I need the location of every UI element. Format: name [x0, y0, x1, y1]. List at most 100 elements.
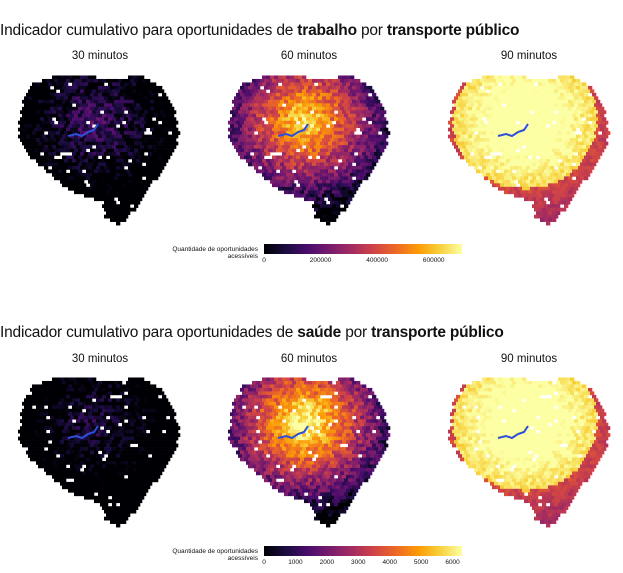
hex-cell	[280, 85, 285, 90]
hex-cell	[286, 124, 291, 128]
hex-cell	[170, 422, 175, 427]
hex-cell	[292, 415, 297, 420]
hex-cell	[90, 190, 95, 195]
hex-cell	[92, 447, 97, 451]
hex-cell	[66, 106, 71, 111]
hex-cell	[480, 127, 485, 132]
hex-cell	[572, 148, 577, 153]
hex-cell	[122, 148, 127, 153]
hex-cell	[54, 415, 59, 420]
hex-cell	[76, 391, 81, 396]
hex-cell	[144, 117, 149, 122]
hex-cell	[578, 110, 583, 115]
hex-cell	[22, 429, 27, 434]
hex-cell	[86, 478, 91, 483]
hex-cell	[286, 75, 291, 80]
hex-cell	[82, 148, 87, 153]
hex-cell	[240, 120, 245, 125]
hex-cell	[570, 117, 575, 122]
hex-cell	[316, 401, 321, 406]
hex-cell	[526, 172, 531, 177]
hex-cell	[600, 127, 605, 132]
hex-cell	[70, 436, 75, 441]
hex-cell	[318, 159, 323, 163]
hex-cell	[110, 436, 115, 441]
hex-cell	[336, 169, 341, 174]
hex-cell	[90, 134, 95, 139]
hex-cell	[136, 440, 141, 444]
hex-cell	[508, 183, 513, 188]
hex-cell	[152, 145, 157, 149]
hex-cell	[344, 85, 349, 90]
hex-cell	[160, 89, 165, 94]
hex-cell	[312, 127, 317, 132]
hex-cell	[494, 179, 499, 184]
hex-cell	[496, 141, 501, 146]
hex-cell	[308, 415, 313, 420]
hex-cell	[374, 405, 379, 410]
hex-cell	[506, 145, 511, 149]
hex-cell	[36, 131, 41, 135]
hex-cell	[288, 394, 293, 399]
hex-cell	[74, 190, 79, 195]
hex-cell	[254, 117, 259, 122]
hex-cell	[386, 131, 391, 135]
hex-cell	[104, 488, 109, 493]
hex-cell	[506, 75, 511, 80]
hex-cell	[236, 92, 241, 97]
hex-cell	[60, 103, 65, 108]
hex-cell	[62, 422, 67, 427]
hex-cell	[532, 204, 537, 209]
hex-cell	[514, 186, 519, 191]
hex-cell	[276, 162, 281, 167]
hex-cell	[72, 145, 77, 149]
hex-cell	[300, 148, 305, 153]
hex-cell	[34, 415, 39, 420]
hex-cell	[366, 412, 371, 417]
hex-cell	[518, 179, 523, 184]
hex-cell	[148, 165, 153, 170]
hex-cell	[366, 165, 371, 170]
hex-cell	[148, 467, 153, 472]
hex-cell	[266, 377, 271, 382]
hex-cell	[286, 179, 291, 184]
hex-cell	[296, 127, 301, 132]
hex-cell	[276, 401, 281, 406]
hex-cell	[112, 165, 117, 170]
hex-cell	[92, 138, 97, 142]
hex-cell	[110, 169, 115, 174]
hex-cell	[322, 124, 327, 128]
hex-cell	[28, 440, 33, 444]
hex-cell	[148, 179, 153, 184]
hex-cell	[32, 398, 37, 403]
hex-cell	[348, 134, 353, 139]
hex-cell	[68, 440, 73, 444]
hex-cell	[32, 440, 37, 444]
hex-cell	[90, 394, 95, 399]
hex-cell	[572, 127, 577, 132]
hex-cell	[70, 78, 75, 83]
hex-cell	[256, 169, 261, 174]
hex-cell	[282, 377, 287, 382]
hex-cell	[546, 131, 551, 135]
hex-cell	[374, 131, 379, 135]
hex-cell	[364, 92, 369, 97]
hex-cell	[298, 110, 303, 115]
hex-cell	[80, 440, 85, 444]
hex-cell	[548, 155, 553, 160]
hex-cell	[160, 454, 165, 458]
hex-cell	[156, 152, 161, 156]
hex-cell	[362, 96, 367, 101]
hex-cell	[144, 172, 149, 177]
hex-cell	[98, 106, 103, 111]
hex-cell	[28, 405, 33, 410]
hex-cell	[542, 145, 547, 149]
hex-cell	[536, 99, 541, 104]
hex-cell	[138, 429, 143, 434]
hex-cell	[272, 401, 277, 406]
hex-cell	[334, 172, 339, 177]
hex-cell	[168, 440, 173, 444]
hex-cell	[174, 436, 179, 441]
hex-cell	[56, 447, 61, 451]
hex-cell	[516, 127, 521, 132]
